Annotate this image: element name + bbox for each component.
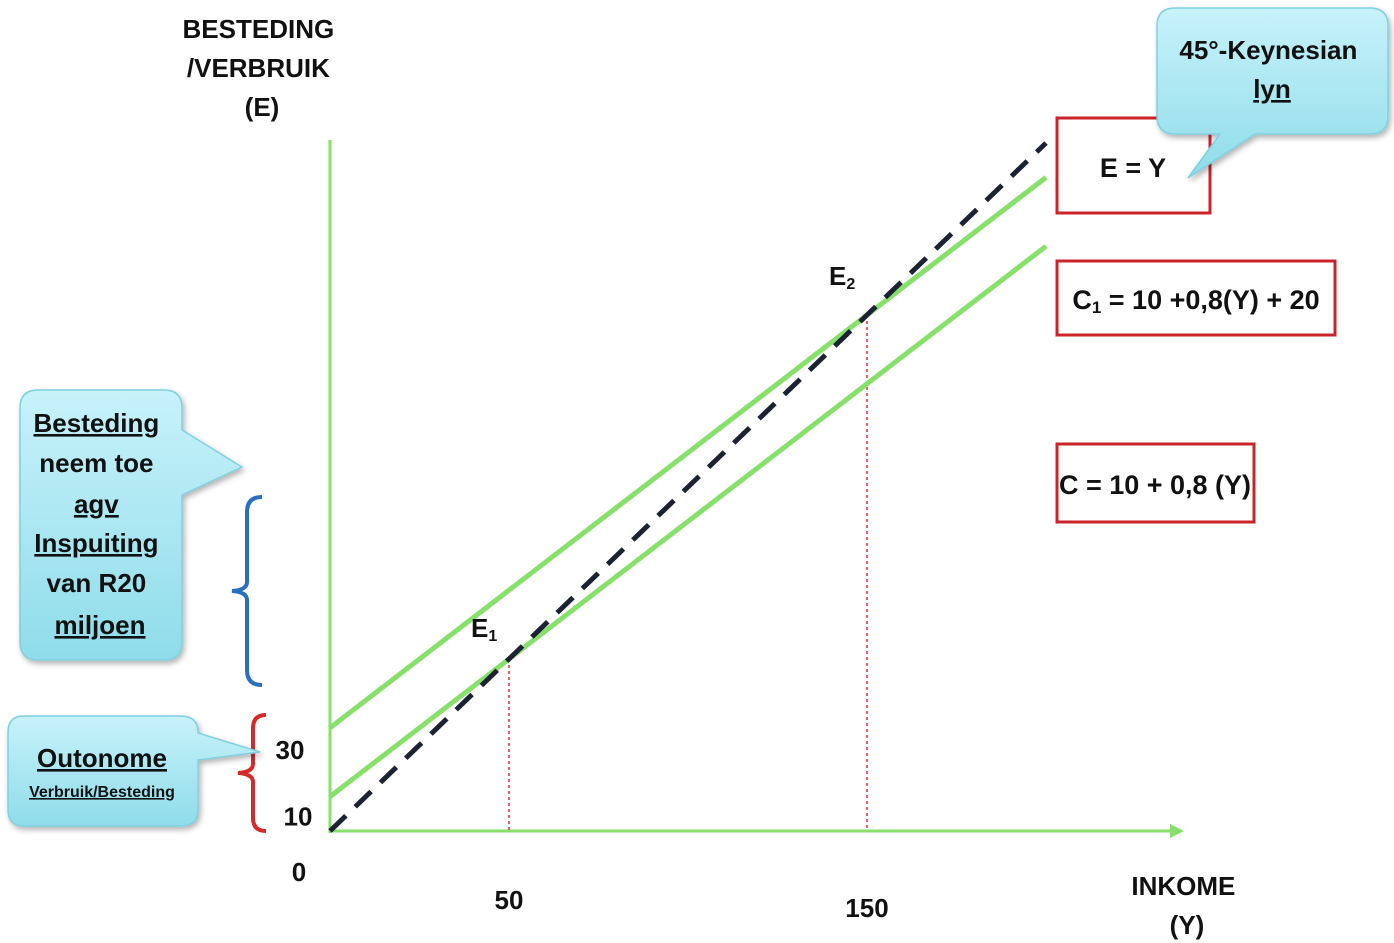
equilibrium-guides <box>508 315 868 831</box>
y-axis-title-line: /VERBRUIK <box>187 53 330 83</box>
x-tick-label: 150 <box>845 893 888 923</box>
callout-keynesian-text: 45°-Keynesian lyn <box>1179 35 1364 104</box>
callout-increase-line: neem toe <box>39 448 153 478</box>
consumption-line <box>328 244 1048 799</box>
callout-increase-line: Inspuiting <box>34 528 158 558</box>
origin-label: 0 <box>292 857 306 887</box>
callout-increase-line: Besteding <box>34 408 160 438</box>
x-axis-title: INKOME (Y) <box>1131 871 1242 940</box>
series-lines <box>328 141 1048 833</box>
callout-increase-line: van R20 <box>47 568 147 598</box>
callout-keynesian-line: lyn <box>1253 74 1291 104</box>
callout-increase <box>19 389 244 661</box>
equation-box-c <box>1055 442 1256 524</box>
y-axis-title-line: (E) <box>245 92 280 122</box>
equation-c1-text: C1 = 10 +0,8(Y) + 20 <box>1072 285 1319 317</box>
equation-c-text: C = 10 + 0,8 (Y) <box>1059 470 1251 500</box>
equation-ey-text: E = Y <box>1100 153 1166 183</box>
callout-keynesian-line: 45°-Keynesian <box>1179 35 1357 65</box>
callout-increase-line: agv <box>74 489 119 519</box>
autonomous-bracket <box>237 713 267 833</box>
callout-keynesian <box>1156 7 1389 179</box>
y-axis-title: BESTEDING /VERBRUIK (E) <box>183 14 342 122</box>
y-tick-label: 10 <box>284 802 313 832</box>
equilibrium-label: E1 <box>471 613 497 645</box>
x-axis-title-line: INKOME <box>1131 871 1235 901</box>
callout-increase-line: miljoen <box>54 610 145 640</box>
keynesian-45-line <box>328 141 1048 833</box>
equation-c1-main: C <box>1072 285 1092 315</box>
increase-bracket <box>231 495 263 687</box>
equation-c1-rest: = 10 +0,8(Y) + 20 <box>1101 285 1319 315</box>
consumption-line <box>328 175 1048 730</box>
x-axis-title-line: (Y) <box>1170 910 1205 940</box>
x-tick-label: 50 <box>495 885 524 915</box>
equation-box-c1 <box>1055 259 1337 337</box>
callout-increase-text: Besteding neem toe agv Inspuiting van R2… <box>34 408 167 640</box>
callout-autonomous-title: Outonome <box>37 743 167 773</box>
equilibrium-labels: E1 E2 <box>471 261 855 645</box>
y-tick-label: 30 <box>276 735 305 765</box>
callout-autonomous <box>7 715 261 827</box>
callout-autonomous-sub: Verbruik/Besteding <box>29 784 175 801</box>
y-axis-title-line: BESTEDING <box>183 14 335 44</box>
equilibrium-label: E2 <box>829 261 855 293</box>
equation-c1-sub: 1 <box>1092 298 1101 317</box>
x-axis-arrowhead <box>1170 824 1184 838</box>
